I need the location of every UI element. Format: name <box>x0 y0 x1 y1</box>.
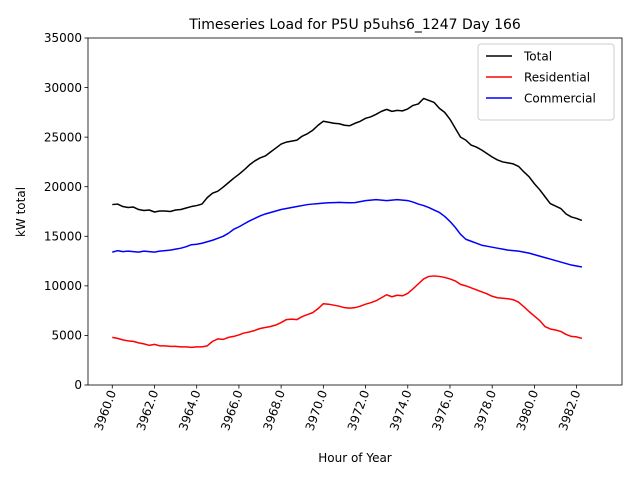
y-tick-label: 30000 <box>44 81 82 95</box>
legend-label-commercial: Commercial <box>524 91 596 105</box>
legend-box <box>477 43 615 121</box>
y-tick-label: 20000 <box>44 180 82 194</box>
plot-frame <box>87 37 623 386</box>
legend-label-residential: Residential <box>524 70 590 84</box>
x-axis-label: Hour of Year <box>318 451 392 465</box>
legend: Total Residential Commercial <box>477 43 615 121</box>
y-tick-label: 0 <box>74 378 82 392</box>
series-line-commercial <box>112 198 583 268</box>
chart-title: Timeseries Load for P5U p5uhs6_1247 Day … <box>188 17 521 33</box>
y-axis-label: kW total <box>14 187 28 237</box>
legend-label-total: Total <box>523 49 552 63</box>
y-tick-label: 15000 <box>44 229 82 243</box>
series-line-residential <box>112 275 583 349</box>
y-tick-label: 25000 <box>44 130 82 144</box>
y-tick-label: 35000 <box>44 31 82 45</box>
series-line-total <box>112 97 583 222</box>
y-tick-label: 10000 <box>44 279 82 293</box>
y-tick-label: 5000 <box>51 329 82 343</box>
